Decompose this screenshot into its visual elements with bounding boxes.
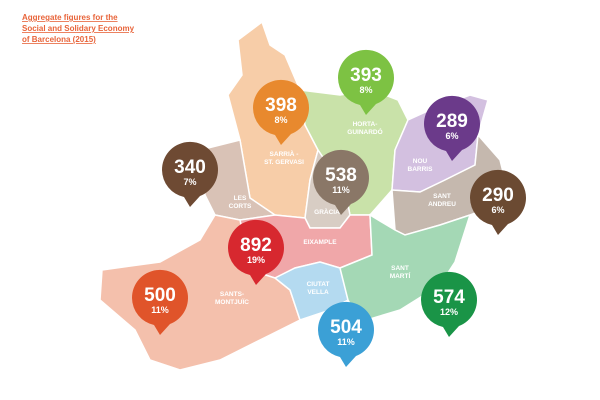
- pin-shape: [469, 169, 526, 235]
- pin-share: 11%: [151, 305, 169, 315]
- district-name: SARRIÀ -: [270, 149, 299, 158]
- district-name: MONTJUÏC: [215, 298, 249, 306]
- district-labels: SARRIÀ -ST. GERVASI HORTA-GUINARDÓ NOUBARR…: [215, 121, 456, 306]
- pin-share: 19%: [247, 255, 265, 265]
- pin-count: 289: [436, 111, 468, 132]
- district-name: ANDREU: [428, 201, 456, 208]
- pin-count: 393: [350, 65, 382, 86]
- district-name: SANTS-: [220, 291, 244, 298]
- district-name: SANT: [433, 193, 451, 200]
- district-name: EIXAMPLE: [303, 239, 337, 246]
- pin-count: 290: [482, 185, 514, 206]
- pin-shape: [423, 95, 480, 161]
- pin-count: 574: [433, 287, 465, 308]
- district-name: HORTA-: [353, 121, 378, 128]
- district-name: BARRIS: [408, 166, 434, 173]
- pin-shape: [252, 79, 309, 145]
- pin-share: 6%: [491, 205, 504, 215]
- pin-shape: [131, 269, 188, 335]
- pin-shape: [161, 141, 218, 207]
- pin-shape: [317, 301, 374, 367]
- district-name: NOU: [413, 158, 428, 165]
- pin-count: 340: [174, 157, 206, 178]
- pin-shape: [227, 219, 284, 285]
- pin-count: 538: [325, 165, 357, 186]
- district-name: MARTÍ: [390, 271, 411, 280]
- district-name: ST. GERVASI: [264, 159, 304, 166]
- pin-share: 11%: [332, 185, 350, 195]
- pin-shape: [337, 49, 394, 115]
- pin-count: 398: [265, 95, 297, 116]
- pin-count: 892: [240, 235, 272, 256]
- district-name: SANT: [391, 265, 409, 272]
- district-name: GUINARDÓ: [347, 127, 382, 136]
- title-line: Social and Solidary Economy: [22, 24, 135, 33]
- pin-share: 8%: [359, 85, 372, 95]
- district-name: CIUTAT: [307, 281, 330, 288]
- pin-shape: [420, 271, 477, 337]
- district-name: LES: [234, 195, 247, 202]
- title: Aggregate figures for the Social and Sol…: [22, 13, 135, 44]
- district-name: VELLA: [307, 289, 329, 296]
- district-name: CORTS: [229, 203, 252, 210]
- pin-share: 8%: [274, 115, 287, 125]
- pin-count: 504: [330, 317, 362, 338]
- pin-share: 6%: [445, 131, 458, 141]
- pin-share: 12%: [440, 307, 458, 317]
- pin-share: 7%: [183, 177, 196, 187]
- title-line: Aggregate figures for the: [22, 13, 118, 22]
- pin-share: 11%: [337, 337, 355, 347]
- district-name: GRÀCIA: [314, 207, 340, 216]
- pin-shape: [312, 149, 369, 215]
- title-line: of Barcelona (2015): [22, 35, 96, 44]
- pin-count: 500: [144, 285, 176, 306]
